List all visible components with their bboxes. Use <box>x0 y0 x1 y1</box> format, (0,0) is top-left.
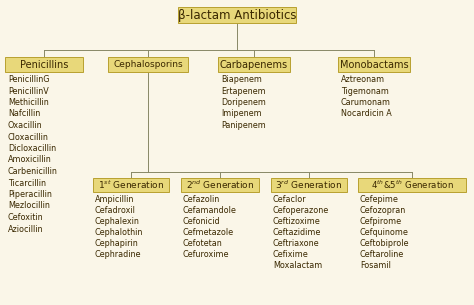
Text: Cefotetan: Cefotetan <box>183 239 223 248</box>
FancyBboxPatch shape <box>93 178 169 192</box>
Text: 2$^{nd}$ Generation: 2$^{nd}$ Generation <box>186 179 254 191</box>
Text: Oxacillin: Oxacillin <box>8 121 43 130</box>
Text: PenicillinG: PenicillinG <box>8 75 49 84</box>
FancyBboxPatch shape <box>218 57 290 72</box>
FancyBboxPatch shape <box>178 7 296 23</box>
Text: Cephapirin: Cephapirin <box>95 239 139 248</box>
FancyBboxPatch shape <box>358 178 466 192</box>
Text: Cefazolin: Cefazolin <box>183 195 220 204</box>
Text: Cefoperazone: Cefoperazone <box>273 206 329 215</box>
Text: Ceftobiprole: Ceftobiprole <box>360 239 410 248</box>
Text: Cephradine: Cephradine <box>95 250 142 259</box>
Text: 4$^{th}$&5$^{th}$ Generation: 4$^{th}$&5$^{th}$ Generation <box>371 179 454 191</box>
FancyBboxPatch shape <box>5 57 83 72</box>
Text: Cefmetazole: Cefmetazole <box>183 228 234 237</box>
Text: Aziocillin: Aziocillin <box>8 224 44 234</box>
Text: Cefpirome: Cefpirome <box>360 217 402 226</box>
Text: 1$^{st}$ Generation: 1$^{st}$ Generation <box>98 179 164 191</box>
Text: Carbapenems: Carbapenems <box>220 59 288 70</box>
Text: Methicillin: Methicillin <box>8 98 49 107</box>
Text: Monobactams: Monobactams <box>340 59 408 70</box>
Text: Doripenem: Doripenem <box>221 98 266 107</box>
Text: Dicloxacillin: Dicloxacillin <box>8 144 56 153</box>
Text: Aztreonam: Aztreonam <box>341 75 385 84</box>
Text: Cefonicid: Cefonicid <box>183 217 220 226</box>
Text: Ceftriaxone: Ceftriaxone <box>273 239 319 248</box>
Text: Ceftazidime: Ceftazidime <box>273 228 321 237</box>
Text: Mezlocillin: Mezlocillin <box>8 202 50 210</box>
Text: Cefquinome: Cefquinome <box>360 228 409 237</box>
FancyBboxPatch shape <box>181 178 259 192</box>
Text: PenicillinV: PenicillinV <box>8 87 49 95</box>
Text: Cephalothin: Cephalothin <box>95 228 143 237</box>
Text: 3$^{rd}$ Generation: 3$^{rd}$ Generation <box>275 179 343 191</box>
Text: Cefaclor: Cefaclor <box>273 195 307 204</box>
Text: Cefixime: Cefixime <box>273 250 309 259</box>
Text: Ertapenem: Ertapenem <box>221 87 265 95</box>
Text: Panipenem: Panipenem <box>221 121 266 130</box>
Text: Cefadroxil: Cefadroxil <box>95 206 136 215</box>
Text: Piperacillin: Piperacillin <box>8 190 52 199</box>
Text: Ticarcillin: Ticarcillin <box>8 178 46 188</box>
Text: Biapenem: Biapenem <box>221 75 262 84</box>
Text: Cefepime: Cefepime <box>360 195 399 204</box>
FancyBboxPatch shape <box>271 178 347 192</box>
Text: Penicillins: Penicillins <box>20 59 68 70</box>
Text: Nafcillin: Nafcillin <box>8 109 40 119</box>
Text: Cefuroxime: Cefuroxime <box>183 250 229 259</box>
Text: β-lactam Antibiotics: β-lactam Antibiotics <box>178 9 296 21</box>
Text: Ampicillin: Ampicillin <box>95 195 134 204</box>
Text: Fosamil: Fosamil <box>360 261 391 270</box>
Text: Carumonam: Carumonam <box>341 98 391 107</box>
Text: Carbenicillin: Carbenicillin <box>8 167 58 176</box>
Text: Cephalosporins: Cephalosporins <box>113 60 183 69</box>
FancyBboxPatch shape <box>338 57 410 72</box>
Text: Tigemonam: Tigemonam <box>341 87 389 95</box>
Text: Cefamandole: Cefamandole <box>183 206 237 215</box>
Text: Cefozopran: Cefozopran <box>360 206 406 215</box>
Text: Amoxicillin: Amoxicillin <box>8 156 52 164</box>
Text: Nocardicin A: Nocardicin A <box>341 109 392 119</box>
Text: Ceftaroline: Ceftaroline <box>360 250 404 259</box>
Text: Cloxacillin: Cloxacillin <box>8 132 49 142</box>
Text: Ceftizoxime: Ceftizoxime <box>273 217 321 226</box>
Text: Cephalexin: Cephalexin <box>95 217 140 226</box>
Text: Moxalactam: Moxalactam <box>273 261 322 270</box>
FancyBboxPatch shape <box>108 57 188 72</box>
Text: Imipenem: Imipenem <box>221 109 262 119</box>
Text: Cefoxitin: Cefoxitin <box>8 213 44 222</box>
